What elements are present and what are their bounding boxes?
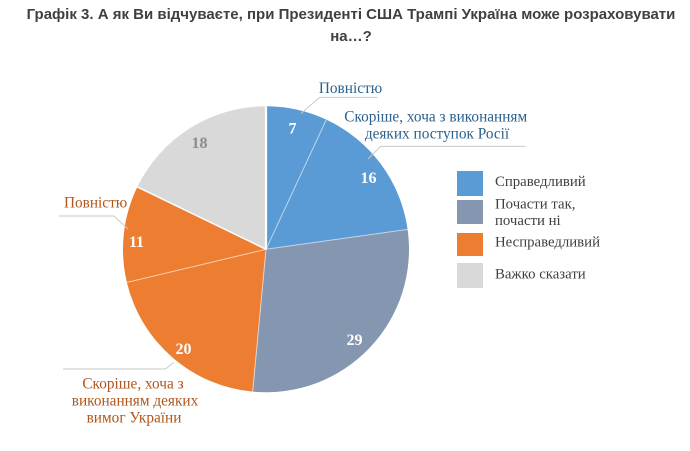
svg-text:Справедливий: Справедливий [495, 174, 586, 190]
svg-text:20: 20 [176, 341, 192, 358]
svg-text:18: 18 [192, 135, 208, 152]
svg-text:вимог України: вимог України [87, 410, 182, 427]
svg-text:Важко сказати: Важко сказати [495, 267, 586, 283]
svg-text:11: 11 [129, 234, 144, 251]
svg-text:29: 29 [347, 332, 363, 349]
svg-text:16: 16 [361, 170, 377, 187]
svg-text:Скоріше, хоча з: Скоріше, хоча з [82, 376, 183, 393]
svg-text:виконанням деяких: виконанням деяких [72, 393, 199, 410]
svg-text:Несправедливий: Несправедливий [495, 235, 600, 251]
svg-text:7: 7 [289, 121, 297, 138]
svg-text:деяких поступок Росії: деяких поступок Росії [365, 126, 510, 143]
svg-text:Повністю: Повністю [319, 80, 382, 97]
svg-text:Повністю: Повністю [64, 195, 127, 212]
svg-text:почасти ні: почасти ні [495, 213, 561, 229]
svg-text:Почасти так,: Почасти так, [495, 197, 575, 213]
svg-text:Скоріше, хоча з виконанням: Скоріше, хоча з виконанням [344, 109, 527, 126]
